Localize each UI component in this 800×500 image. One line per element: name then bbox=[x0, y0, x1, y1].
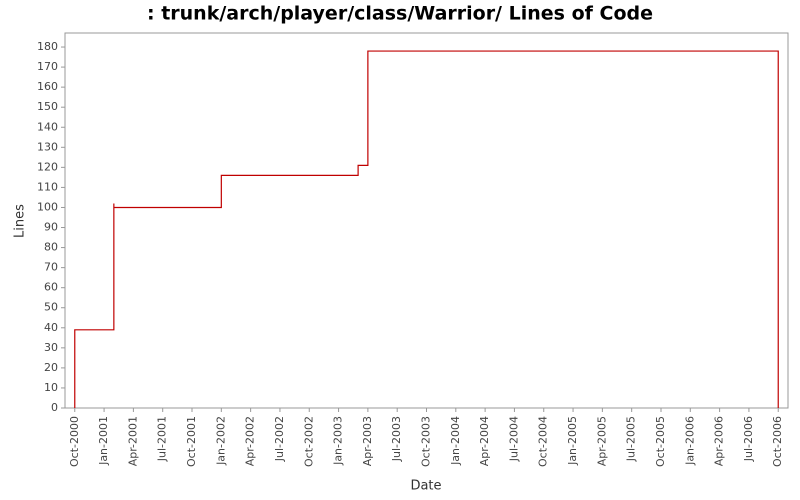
x-tick-label: Jan-2005 bbox=[566, 416, 579, 466]
x-tick-label: Jul-2003 bbox=[390, 416, 403, 462]
x-tick-label: Jan-2001 bbox=[97, 416, 110, 466]
x-tick-label: Oct-2004 bbox=[537, 416, 550, 467]
x-tick-label: Oct-2002 bbox=[302, 416, 315, 467]
x-tick-label: Oct-2003 bbox=[420, 416, 433, 467]
x-tick-label: Jul-2005 bbox=[625, 416, 638, 462]
x-tick-label: Jul-2004 bbox=[507, 416, 520, 462]
y-tick-label: 110 bbox=[37, 180, 58, 193]
y-tick-label: 10 bbox=[44, 381, 58, 394]
y-tick-label: 170 bbox=[37, 60, 58, 73]
x-tick-label: Jul-2002 bbox=[273, 416, 286, 462]
x-tick-label: Jan-2004 bbox=[449, 416, 462, 466]
x-tick-label: Apr-2002 bbox=[244, 416, 257, 466]
x-tick-label: Jan-2002 bbox=[214, 416, 227, 466]
y-axis-title: Lines bbox=[13, 204, 28, 238]
y-tick-label: 20 bbox=[44, 361, 58, 374]
x-tick-label: Apr-2005 bbox=[595, 416, 608, 466]
x-tick-label: Oct-2006 bbox=[771, 416, 784, 467]
x-tick-label: Jul-2006 bbox=[742, 416, 755, 462]
y-tick-label: 30 bbox=[44, 341, 58, 354]
y-tick-label: 150 bbox=[37, 100, 58, 113]
x-tick-label: Oct-2000 bbox=[68, 416, 81, 467]
y-tick-label: 180 bbox=[37, 40, 58, 53]
x-tick-label: Jul-2001 bbox=[156, 416, 169, 462]
y-tick-label: 0 bbox=[51, 401, 58, 414]
y-tick-label: 80 bbox=[44, 241, 58, 254]
x-tick-label: Apr-2003 bbox=[361, 416, 374, 466]
step-line bbox=[74, 50, 779, 408]
x-tick-label: Jan-2003 bbox=[332, 416, 345, 466]
y-tick-label: 60 bbox=[44, 281, 58, 294]
y-tick-label: 70 bbox=[44, 261, 58, 274]
x-tick-label: Oct-2001 bbox=[185, 416, 198, 467]
chart-title: : trunk/arch/player/class/Warrior/ Lines… bbox=[147, 3, 653, 25]
y-tick-label: 40 bbox=[44, 321, 58, 334]
x-tick-label: Apr-2004 bbox=[478, 416, 491, 466]
y-tick-label: 160 bbox=[37, 80, 58, 93]
y-tick-label: 130 bbox=[37, 140, 58, 153]
x-axis-title: Date bbox=[410, 479, 441, 494]
x-tick-label: Apr-2001 bbox=[126, 416, 139, 466]
y-tick-label: 120 bbox=[37, 160, 58, 173]
x-tick-label: Apr-2006 bbox=[713, 416, 726, 466]
y-tick-label: 90 bbox=[44, 221, 58, 234]
y-tick-label: 50 bbox=[44, 301, 58, 314]
y-tick-label: 140 bbox=[37, 120, 58, 133]
y-tick-label: 100 bbox=[37, 200, 58, 213]
x-tick-label: Oct-2005 bbox=[654, 416, 667, 467]
x-tick-label: Jan-2006 bbox=[683, 416, 696, 466]
